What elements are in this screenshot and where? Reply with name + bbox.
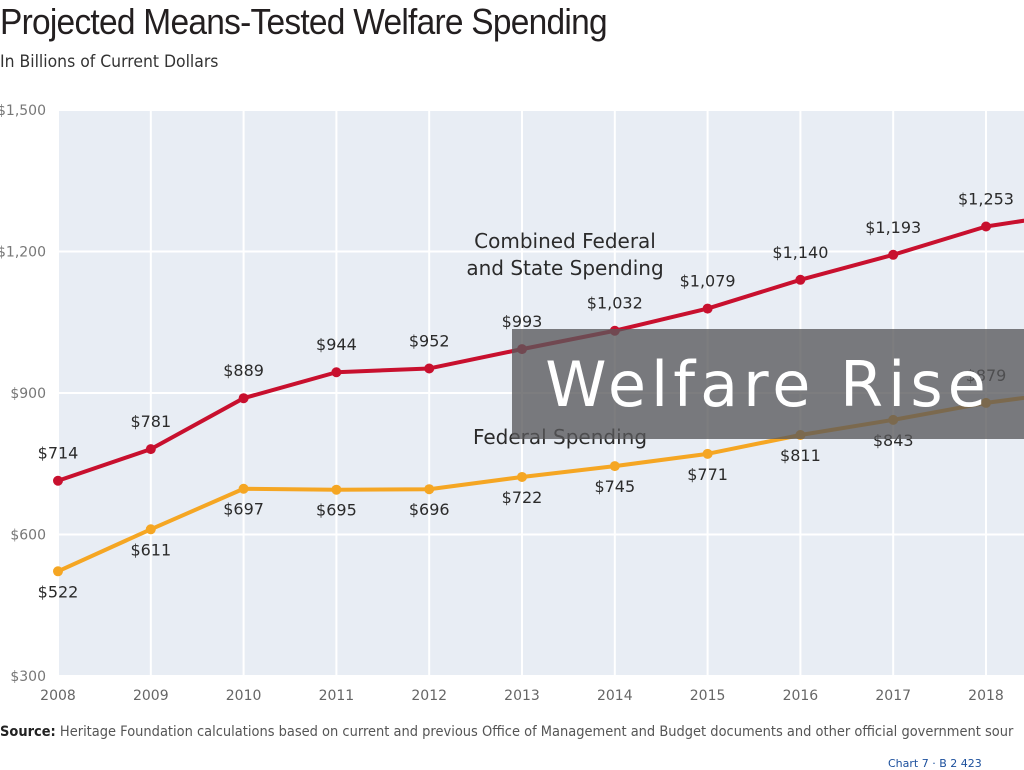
y-tick-label: $1,200 bbox=[0, 245, 46, 261]
combined-data-point bbox=[53, 475, 63, 486]
y-tick-label: $900 bbox=[10, 386, 46, 402]
x-tick-label: 2009 bbox=[133, 688, 169, 704]
overlay-title: Welfare Rise bbox=[545, 347, 991, 421]
x-tick-label: 2011 bbox=[319, 688, 355, 704]
federal-data-point bbox=[702, 448, 713, 459]
source-text: Heritage Foundation calculations based o… bbox=[59, 724, 1014, 740]
combined-series-annotation: and State Spending bbox=[466, 256, 663, 280]
x-tick-label: 2014 bbox=[597, 688, 633, 704]
combined-data-point bbox=[424, 363, 435, 374]
federal-data-label: $722 bbox=[502, 488, 543, 507]
combined-data-label: $889 bbox=[223, 361, 264, 380]
combined-data-point bbox=[145, 444, 156, 455]
federal-data-point bbox=[609, 461, 620, 472]
y-tick-label: $1,500 bbox=[0, 103, 46, 119]
combined-data-point bbox=[238, 393, 249, 404]
federal-data-label: $697 bbox=[223, 500, 264, 519]
federal-data-point bbox=[145, 524, 156, 535]
x-tick-label: 2015 bbox=[690, 688, 726, 704]
y-tick-label: $300 bbox=[10, 669, 46, 685]
x-axis-ticks: 2008 2009 2010 2011 2012 2013 2014 2015 2016 2017… bbox=[40, 688, 1004, 704]
source-note: Source: Heritage Foundation calculations… bbox=[0, 724, 1013, 740]
x-tick-label: 2013 bbox=[504, 688, 540, 704]
federal-data-label: $611 bbox=[130, 540, 171, 559]
federal-data-point bbox=[424, 484, 435, 495]
federal-data-label: $811 bbox=[780, 446, 821, 465]
combined-data-label: $714 bbox=[38, 444, 79, 463]
x-tick-label: 2016 bbox=[783, 688, 819, 704]
federal-data-point bbox=[238, 483, 249, 494]
combined-data-label: $781 bbox=[130, 412, 171, 431]
federal-data-point bbox=[53, 566, 63, 577]
x-tick-label: 2012 bbox=[411, 688, 447, 704]
combined-data-label: $944 bbox=[316, 335, 357, 354]
source-label: Source: bbox=[0, 724, 56, 740]
x-tick-label: 2010 bbox=[226, 688, 262, 704]
overlay-banner: Welfare Rise bbox=[512, 329, 1024, 439]
chart-credit: Chart 7 · B 2 423 bbox=[888, 757, 982, 770]
federal-data-label: $522 bbox=[38, 582, 79, 601]
combined-data-point bbox=[795, 274, 806, 285]
federal-data-label: $696 bbox=[409, 500, 450, 519]
combined-data-label: $1,032 bbox=[587, 294, 643, 313]
combined-data-label: $1,079 bbox=[680, 272, 736, 291]
y-tick-label: $600 bbox=[10, 528, 46, 544]
combined-data-point bbox=[702, 303, 713, 314]
combined-data-label: $1,193 bbox=[865, 218, 921, 237]
combined-data-point bbox=[888, 249, 899, 260]
combined-data-label: $952 bbox=[409, 331, 450, 350]
federal-data-label: $771 bbox=[687, 465, 728, 484]
federal-data-label: $745 bbox=[594, 477, 635, 496]
combined-data-label: $1,253 bbox=[958, 190, 1014, 209]
combined-data-point bbox=[331, 367, 342, 378]
combined-data-label: $993 bbox=[502, 312, 543, 331]
chart-title: Projected Means-Tested Welfare Spending bbox=[0, 1, 608, 42]
chart-subtitle: In Billions of Current Dollars bbox=[0, 52, 219, 72]
combined-data-point bbox=[981, 221, 991, 232]
federal-data-point bbox=[517, 471, 527, 482]
x-tick-label: 2017 bbox=[875, 688, 911, 704]
x-tick-label: 2008 bbox=[40, 688, 76, 704]
y-axis-ticks: $300 $600 $900 $1,200 $1,500 bbox=[0, 103, 46, 685]
combined-series-annotation: Combined Federal bbox=[474, 229, 656, 253]
x-tick-label: 2018 bbox=[968, 688, 1004, 704]
combined-data-label: $1,140 bbox=[772, 243, 828, 262]
federal-data-label: $695 bbox=[316, 501, 357, 520]
federal-data-point bbox=[331, 484, 342, 495]
